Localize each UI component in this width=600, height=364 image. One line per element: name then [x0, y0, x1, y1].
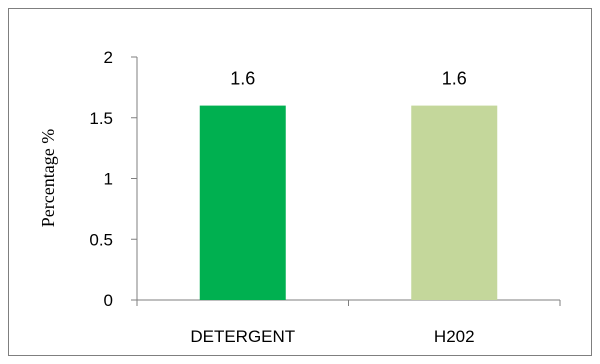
data-label: 1.6 [442, 69, 467, 89]
bar-detergent [199, 105, 286, 300]
y-axis-title: Percentage % [38, 129, 58, 227]
y-tick-label: 1.5 [89, 109, 113, 128]
y-tick-label: 1 [104, 170, 113, 189]
x-category-label: H202 [434, 327, 475, 346]
x-axis: DETERGENT H202 [136, 299, 561, 346]
data-label: 1.6 [230, 69, 255, 89]
y-tick-label: 0 [104, 291, 113, 310]
data-labels: 1.6 1.6 [230, 69, 467, 89]
y-tick-label: 0.5 [89, 230, 113, 249]
bars [199, 105, 498, 300]
y-tick-label: 2 [104, 48, 113, 67]
y-axis: 0 0.5 1 1.5 2 [89, 48, 138, 310]
x-category-label: DETERGENT [190, 327, 295, 346]
bar-h202 [411, 105, 498, 300]
